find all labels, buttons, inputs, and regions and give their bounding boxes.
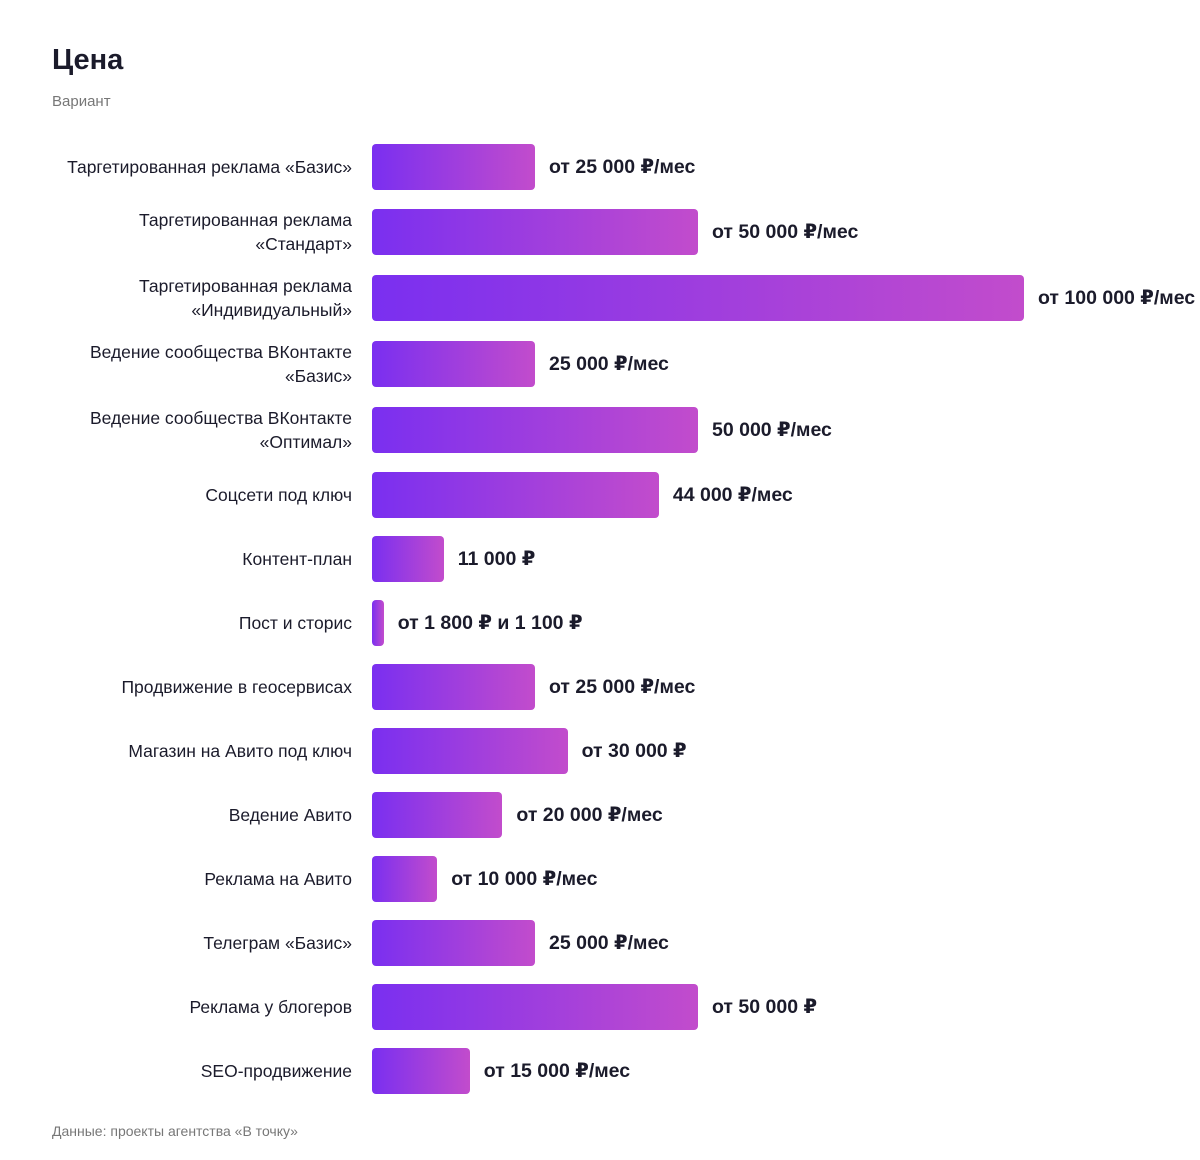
- bar-row: Контент-план 11 000 ₽: [52, 536, 535, 582]
- plot: Таргетированная реклама «Базис» от 25 000…: [52, 144, 1195, 1094]
- category-label: Ведение сообщества ВКонтакте «Базис»: [89, 342, 352, 386]
- bar-row: Ведение Авито от 20 000 ₽/мес: [52, 792, 663, 838]
- category-label: Ведение сообщества ВКонтакте «Оптимал»: [89, 408, 352, 452]
- value-label: от 20 000 ₽/мес: [516, 804, 663, 826]
- value-label: от 10 000 ₽/мес: [451, 868, 598, 890]
- value-label: 50 000 ₽/мес: [712, 419, 832, 441]
- bar-row: Ведение сообщества ВКонтакте «Базис» 25 0…: [52, 340, 669, 388]
- bar: [372, 856, 438, 902]
- bar: [372, 664, 535, 710]
- bar-row: Соцсети под ключ 44 000 ₽/мес: [52, 472, 793, 518]
- bar: [372, 984, 698, 1030]
- bar-row: Таргетированная реклама «Стандарт» от 50 …: [52, 208, 858, 256]
- bar: [372, 920, 535, 966]
- bar: [372, 209, 698, 255]
- value-label: от 25 000 ₽/мес: [549, 676, 696, 698]
- bar: [372, 144, 535, 190]
- bar-row: Реклама у блогеров от 50 000 ₽: [52, 984, 817, 1030]
- bar: [372, 341, 535, 387]
- category-label: Контент-план: [242, 549, 352, 569]
- value-label: 44 000 ₽/мес: [672, 484, 793, 506]
- bar-row: Реклама на Авито от 10 000 ₽/мес: [52, 856, 598, 902]
- bar-row: SEO-продвижение от 15 000 ₽/мес: [52, 1048, 630, 1094]
- bar-row: Таргетированная реклама «Индивидуальный»…: [52, 274, 1195, 322]
- bar-row: Пост и сторис от 1 800 ₽ и 1 100 ₽: [52, 600, 583, 646]
- category-label: Таргетированная реклама «Базис»: [67, 157, 352, 177]
- category-label: Продвижение в геосервисах: [121, 677, 352, 697]
- category-label: Таргетированная реклама «Индивидуальный»: [138, 276, 352, 320]
- bar: [372, 536, 444, 582]
- bar-row: Продвижение в геосервисах от 25 000 ₽/мес: [52, 664, 695, 710]
- source-note: Данные: проекты агентства «В точку»: [52, 1123, 298, 1139]
- value-label: 25 000 ₽/мес: [549, 932, 669, 954]
- value-label: 25 000 ₽/мес: [549, 353, 669, 375]
- category-label: Реклама у блогеров: [189, 997, 352, 1017]
- bar: [372, 275, 1024, 321]
- bar-row: Телеграм «Базис» 25 000 ₽/мес: [52, 920, 669, 966]
- bar-row: Ведение сообщества ВКонтакте «Оптимал» 50…: [52, 406, 832, 454]
- category-label: Пост и сторис: [238, 613, 352, 633]
- category-label: Магазин на Авито под ключ: [128, 741, 352, 761]
- category-label: Таргетированная реклама «Стандарт»: [138, 210, 352, 254]
- value-label: от 15 000 ₽/мес: [483, 1060, 631, 1082]
- value-label: от 25 000 ₽/мес: [549, 156, 696, 178]
- category-label: Ведение Авито: [228, 805, 352, 825]
- category-label: Соцсети под ключ: [205, 485, 352, 505]
- bar: [372, 472, 659, 518]
- value-label: от 100 000 ₽/мес: [1038, 287, 1196, 309]
- category-label: SEO-продвижение: [200, 1061, 352, 1081]
- value-label: 11 000 ₽: [457, 548, 536, 570]
- bar: [372, 728, 568, 774]
- chart-subtitle: Вариант: [52, 93, 111, 110]
- bar-row: Таргетированная реклама «Базис» от 25 000…: [52, 144, 695, 190]
- value-label: от 50 000 ₽/мес: [712, 221, 859, 243]
- bar: [372, 600, 384, 646]
- bar: [372, 407, 698, 453]
- category-label: Телеграм «Базис»: [203, 933, 352, 953]
- value-label: от 50 000 ₽: [712, 996, 818, 1018]
- bar: [372, 1048, 470, 1094]
- chart-title: Цена: [52, 44, 124, 76]
- bar: [372, 792, 503, 838]
- category-label: Реклама на Авито: [204, 869, 352, 889]
- value-label: от 30 000 ₽: [581, 740, 687, 762]
- value-label: от 1 800 ₽ и 1 100 ₽: [397, 612, 583, 634]
- bar-row: Магазин на Авито под ключ от 30 000 ₽: [52, 728, 687, 774]
